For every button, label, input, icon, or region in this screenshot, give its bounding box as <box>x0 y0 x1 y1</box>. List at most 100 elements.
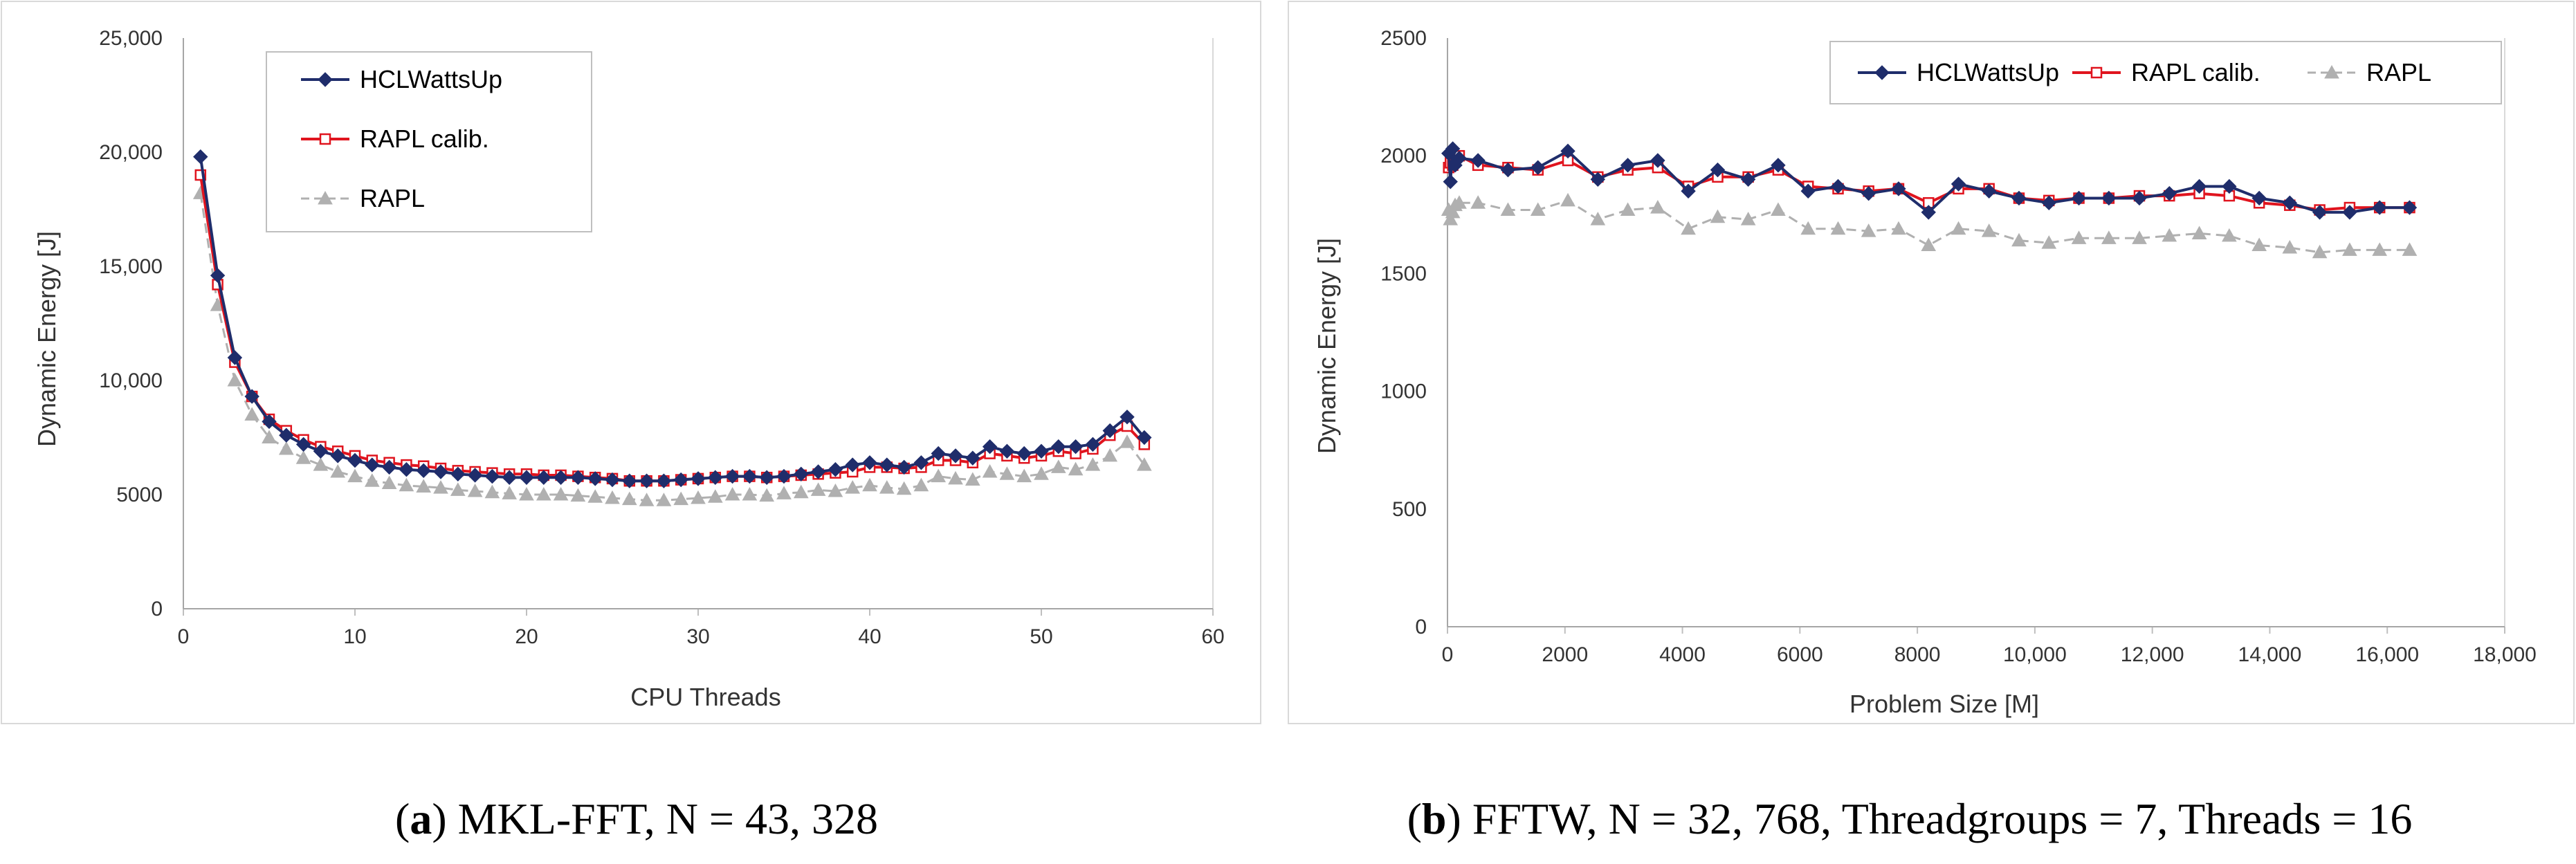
y-axis-title-b: Dynamic Energy [J] <box>1313 238 1341 454</box>
data-point <box>2101 190 2117 206</box>
data-point <box>262 430 277 443</box>
data-point <box>1590 172 1606 187</box>
data-point <box>862 477 877 492</box>
data-point <box>656 493 672 506</box>
data-point <box>484 468 500 484</box>
y-tick-label: 2000 <box>1380 145 1427 167</box>
data-point <box>433 464 448 479</box>
data-point <box>2312 244 2328 259</box>
x-tick-label: 10,000 <box>2003 643 2067 666</box>
data-point <box>399 461 414 477</box>
data-point <box>399 477 414 492</box>
data-point <box>1530 202 1546 216</box>
y-tick-label: 20,000 <box>99 141 163 164</box>
data-point <box>1830 221 1846 235</box>
data-point <box>1891 221 1906 235</box>
data-point <box>1981 223 1997 237</box>
legend-marker-triangle-icon <box>2324 64 2339 79</box>
legend-box-b <box>1829 41 2502 104</box>
y-tick-label: 15,000 <box>99 255 163 278</box>
data-point <box>1443 174 1458 190</box>
data-point <box>2372 242 2388 256</box>
data-point <box>502 486 518 499</box>
data-point <box>1034 443 1049 459</box>
data-point <box>519 486 534 501</box>
data-point <box>587 471 603 486</box>
data-point <box>2222 178 2237 194</box>
legend-marker-square-icon <box>2090 66 2103 79</box>
data-point <box>845 480 861 494</box>
data-point <box>605 472 620 488</box>
data-point <box>244 389 259 404</box>
caption-b-text: FFTW, N = 32, 768, Threadgroups = 7, Thr… <box>1472 794 2413 843</box>
data-point <box>433 480 448 494</box>
data-point <box>381 475 397 489</box>
data-point <box>1120 434 1135 448</box>
data-point <box>1068 461 1084 476</box>
y-tick-label: 1000 <box>1380 380 1427 403</box>
data-point <box>2372 200 2387 215</box>
data-point <box>759 470 774 485</box>
data-point <box>742 468 758 484</box>
data-point <box>1951 176 1966 192</box>
data-point <box>330 463 346 478</box>
x-axis-title-a: CPU Threads <box>630 683 780 711</box>
data-point <box>708 470 723 485</box>
data-point <box>536 470 551 485</box>
data-point <box>948 448 963 463</box>
y-tick-label: 0 <box>151 598 163 621</box>
caption-b-letter: b <box>1422 794 1447 843</box>
data-point <box>1452 195 1467 209</box>
data-point <box>1500 162 1516 178</box>
data-point <box>828 461 843 477</box>
data-point <box>1620 202 1636 216</box>
data-point <box>999 466 1015 480</box>
data-point <box>2011 232 2027 247</box>
data-point <box>227 372 243 387</box>
data-point <box>673 472 688 488</box>
data-point <box>1951 221 1966 235</box>
data-point <box>896 459 912 475</box>
data-point <box>2342 205 2357 220</box>
data-point <box>1068 439 1084 454</box>
data-point <box>484 484 500 499</box>
data-point <box>2071 230 2087 244</box>
data-point <box>2342 242 2357 256</box>
data-point <box>862 455 877 470</box>
data-point <box>639 493 655 506</box>
data-point <box>519 470 534 485</box>
data-point <box>2251 190 2267 206</box>
data-point <box>1102 423 1117 439</box>
data-point <box>656 473 672 488</box>
data-point <box>536 486 551 501</box>
data-point <box>381 459 397 475</box>
x-tick-label: 16,000 <box>2355 643 2419 666</box>
data-point <box>467 468 483 483</box>
caption-a-letter: a <box>410 794 432 843</box>
data-point <box>1500 202 1516 216</box>
data-point <box>776 468 792 484</box>
data-point <box>1681 221 1696 235</box>
data-point <box>1861 185 1876 201</box>
data-point <box>2402 242 2418 256</box>
data-point <box>1981 183 1997 199</box>
data-point <box>707 489 723 503</box>
caption-a-text: MKL-FFT, N = 43, 328 <box>458 794 878 843</box>
data-point <box>1771 202 1786 216</box>
data-point <box>553 470 569 485</box>
data-point <box>931 445 946 461</box>
data-point <box>553 486 569 501</box>
data-point <box>1560 192 1575 207</box>
data-point <box>570 470 586 485</box>
y-tick-label: 1500 <box>1380 262 1427 285</box>
data-point <box>1470 195 1486 209</box>
data-point <box>1710 209 1726 223</box>
data-point <box>1136 457 1152 471</box>
chart-panel-b: 0 500 1000 1500 2000 2500 0 2000 4000 6000 8000 10,… <box>1288 1 2575 724</box>
data-point <box>347 452 363 468</box>
data-point <box>467 484 483 497</box>
data-point <box>1452 150 1467 166</box>
data-point <box>2132 190 2147 206</box>
data-point <box>416 463 431 479</box>
data-point <box>1921 205 1936 220</box>
